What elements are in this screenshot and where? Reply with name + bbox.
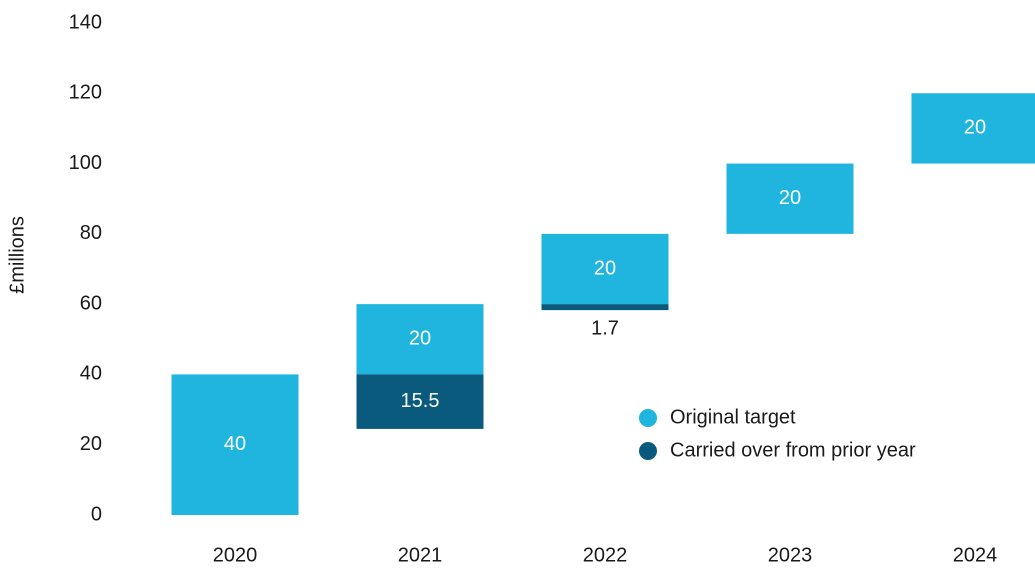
x-tick-label: 2021 [398,544,443,566]
y-tick-label: 20 [80,433,102,455]
bar-original [541,233,669,305]
y-tick-label: 40 [80,363,102,385]
y-tick-label: 80 [80,222,102,244]
data-label: 40 [224,433,246,455]
y-axis-label: £millions [6,216,28,294]
data-label: 20 [409,328,431,350]
data-label: 20 [779,187,801,209]
x-tick-label: 2023 [768,544,813,566]
y-tick-label: 0 [91,503,102,525]
y-tick-label: 60 [80,292,102,314]
x-tick-label: 2020 [213,544,258,566]
bar-carried [541,304,669,311]
y-tick-label: 140 [69,11,102,33]
legend-label: Carried over from prior year [670,439,916,461]
data-label: 20 [964,117,986,139]
y-tick-label: 100 [69,152,102,174]
bar-original [911,93,1035,164]
data-label: 20 [594,257,616,279]
legend-label: Original target [670,406,796,428]
x-tick-label: 2022 [583,544,628,566]
bar-original [726,163,854,234]
bar-original [171,374,299,515]
bar-carried [356,374,484,429]
data-label: 15.5 [401,390,440,412]
data-label: 1.7 [591,317,619,339]
x-tick-label: 2024 [953,544,998,566]
legend-swatch [639,409,657,427]
bar-original [356,304,484,375]
y-tick-label: 120 [69,82,102,104]
legend-swatch [639,442,657,460]
